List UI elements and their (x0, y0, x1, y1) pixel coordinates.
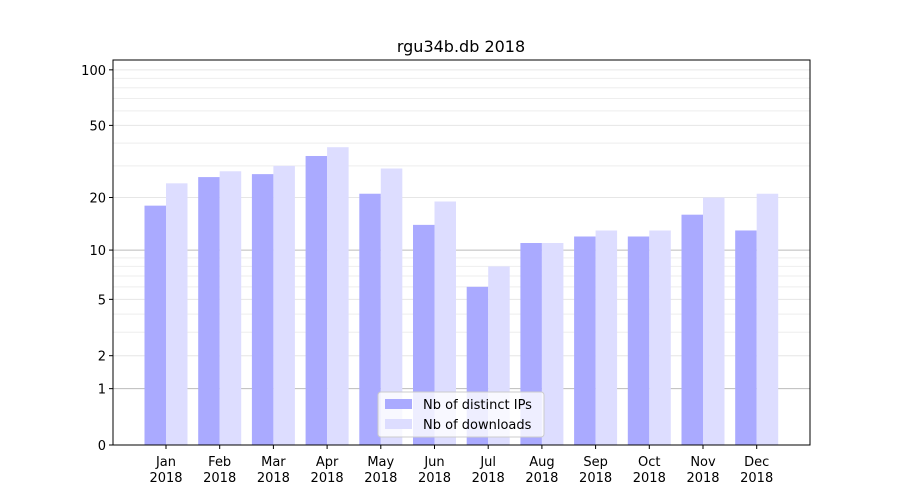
y-tick-label: 5 (98, 293, 106, 308)
x-tick-label: 2018 (203, 471, 236, 486)
y-tick-label: 2 (98, 350, 106, 365)
bar-downloads (434, 201, 456, 445)
y-tick-label: 1 (98, 383, 106, 398)
legend: Nb of distinct IPs Nb of downloads (377, 391, 545, 438)
x-tick-label: Oct (638, 455, 660, 470)
x-tick-label: 2018 (686, 471, 719, 486)
x-tick-label: Aug (529, 455, 554, 470)
x-tick-label: 2018 (311, 471, 344, 486)
bar-distinct-ips (574, 236, 596, 445)
bar-downloads (649, 230, 671, 445)
bar-distinct-ips (627, 236, 650, 445)
y-tick-label: 100 (81, 64, 106, 79)
x-tick-label: Mar (261, 455, 286, 470)
bar-distinct-ips (681, 214, 703, 445)
y-tick-label: 0 (98, 439, 106, 454)
plot-frame (112, 59, 811, 446)
x-tick-label: 2018 (633, 471, 666, 486)
x-tick-label: 2018 (418, 471, 451, 486)
legend-swatch (385, 399, 412, 409)
x-tick-label: 2018 (149, 471, 182, 486)
bar-downloads (273, 165, 295, 445)
bar-distinct-ips (144, 205, 166, 445)
x-tick-label: 2018 (472, 471, 505, 486)
chart-title: rgu34b.db 2018 (397, 37, 525, 56)
bar-distinct-ips (735, 230, 757, 445)
bar-downloads (327, 147, 349, 445)
x-tick-label: Jun (423, 455, 444, 470)
x-tick-label: 2018 (364, 471, 397, 486)
x-tick-label: Apr (316, 455, 339, 470)
x-tick-label: 2018 (579, 471, 612, 486)
bar-downloads (219, 171, 242, 445)
x-tick-label: Sep (583, 455, 608, 470)
bar-downloads (756, 193, 779, 445)
x-tick-label: Nov (690, 455, 716, 470)
bar-distinct-ips (251, 174, 274, 445)
x-tick-label: Jul (479, 455, 496, 470)
bar-downloads (541, 243, 564, 445)
x-tick-label: Jan (155, 455, 176, 470)
x-tick-label: May (367, 455, 394, 470)
y-tick-label: 50 (89, 119, 106, 134)
x-tick-label: Dec (744, 455, 769, 470)
bar-distinct-ips (359, 193, 381, 445)
y-tick-label: 20 (89, 192, 106, 207)
y-tick-label: 10 (89, 244, 106, 259)
bar-downloads (380, 168, 403, 445)
legend-label: Nb of downloads (423, 418, 532, 433)
x-tick-label: Feb (208, 455, 231, 470)
legend-swatch (385, 419, 412, 429)
bar-distinct-ips (305, 155, 328, 446)
legend-label: Nb of distinct IPs (423, 398, 532, 413)
x-tick-label: 2018 (257, 471, 290, 486)
bar-distinct-ips (413, 224, 435, 445)
bar-downloads (703, 197, 725, 445)
x-tick-label: 2018 (525, 471, 558, 486)
x-tick-label: 2018 (740, 471, 773, 486)
bar-distinct-ips (198, 177, 220, 445)
bar-downloads (595, 230, 618, 445)
bar-downloads (166, 183, 188, 445)
legend-box (377, 391, 545, 438)
